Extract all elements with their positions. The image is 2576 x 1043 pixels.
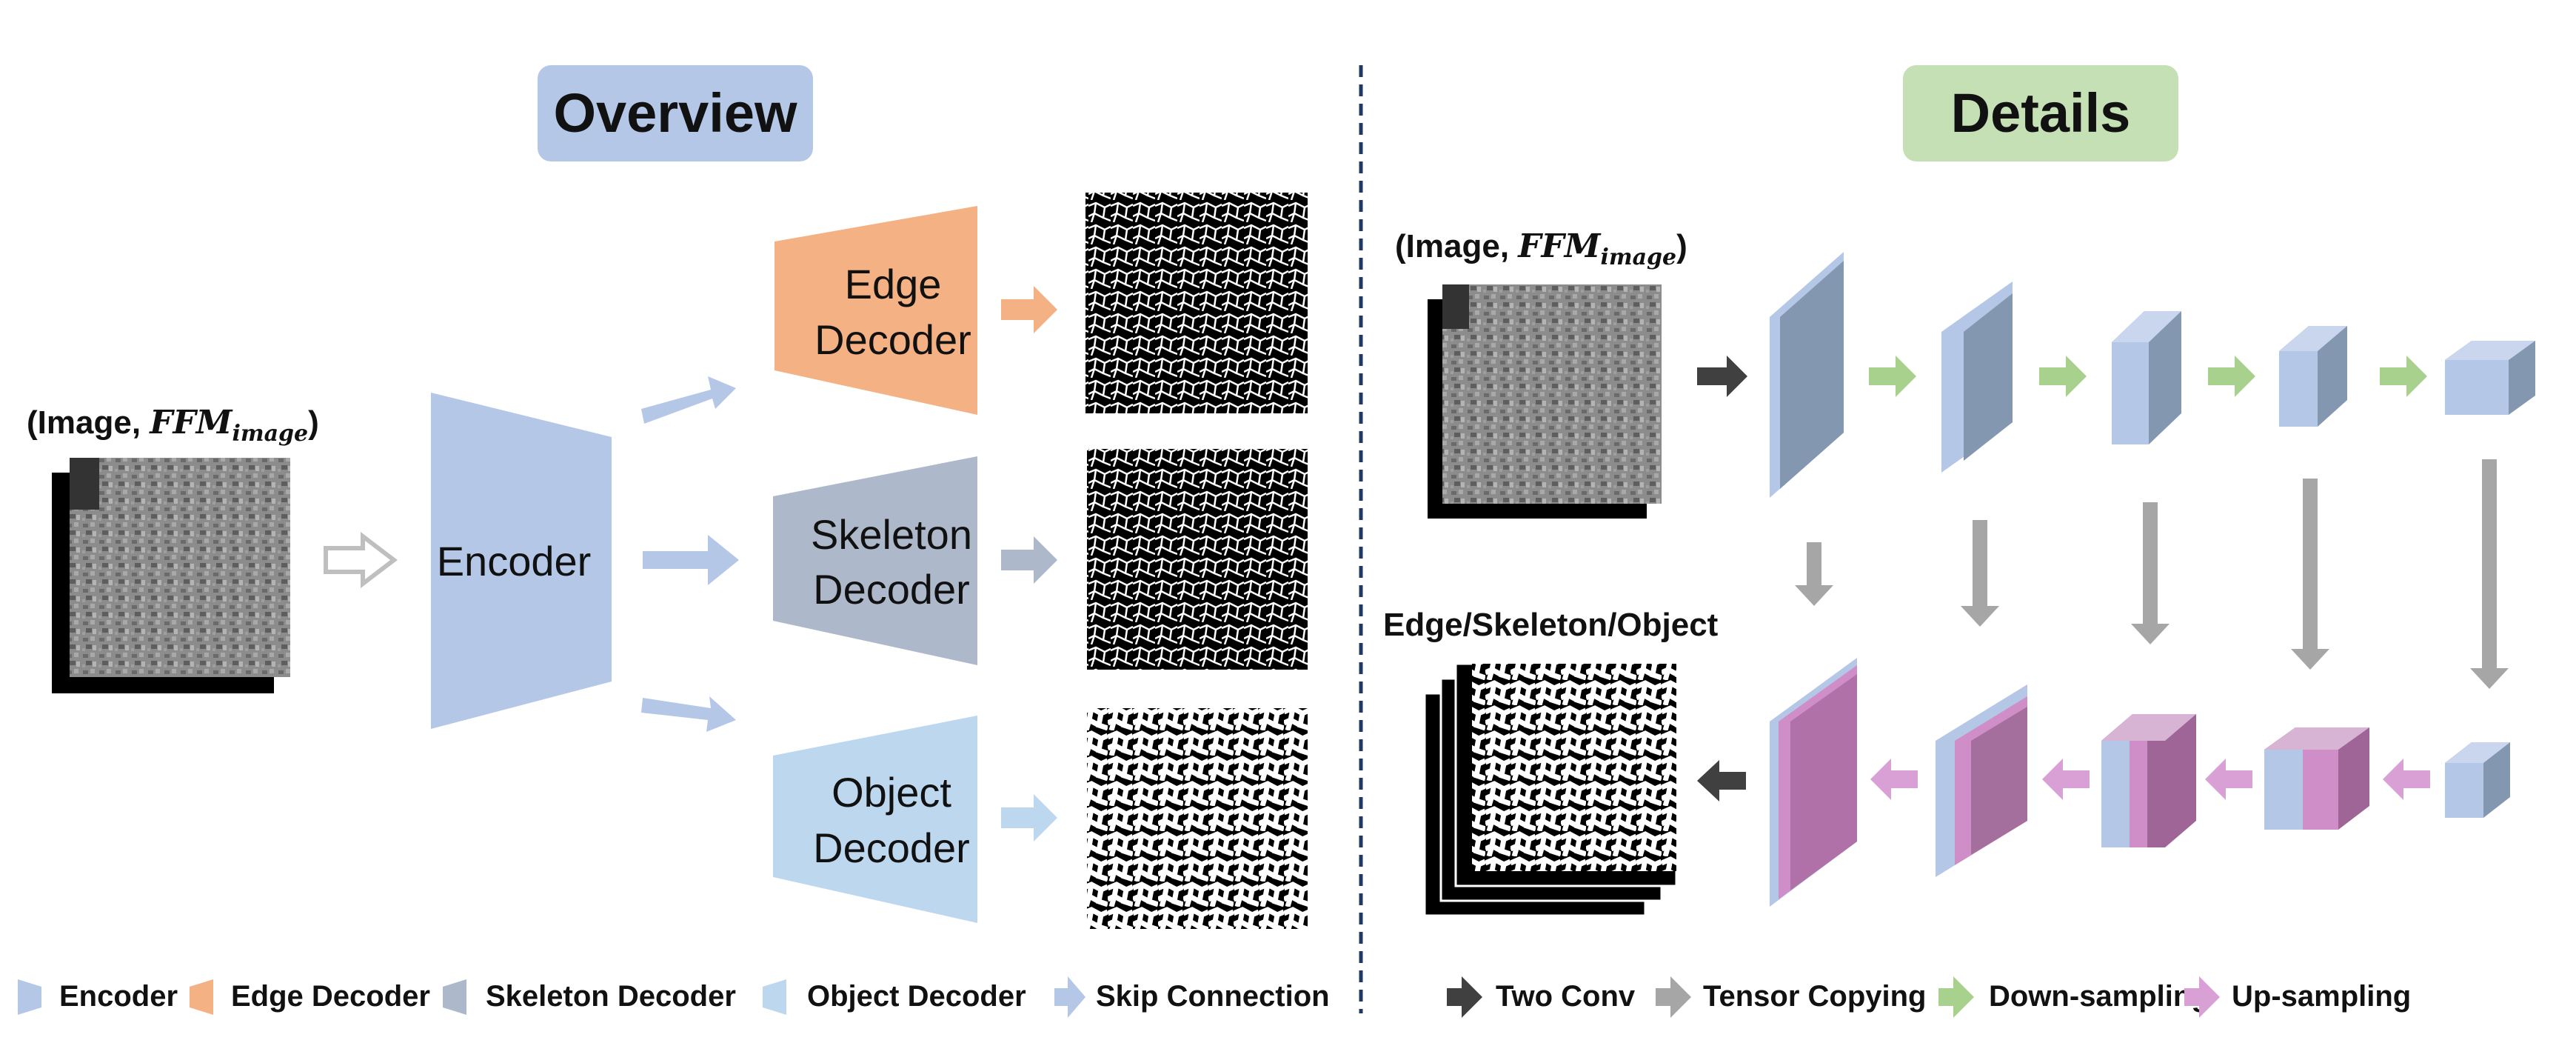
down-sampling-arrow (2208, 356, 2255, 397)
encoder-label: Encoder (437, 538, 592, 584)
up-sampling-arrow (2205, 759, 2252, 800)
tensor-copying-arrow (2291, 479, 2329, 670)
object-output-map (1087, 708, 1308, 929)
legend-right: Two Conv Tensor Copying Down-sampling Up… (1447, 976, 2411, 1018)
down-sampling-arrow (2039, 356, 2087, 397)
legend-label: Encoder (59, 980, 178, 1013)
edge-decoder-block (775, 206, 977, 415)
overview-input-label: (Image, FFMimage) (27, 404, 319, 447)
decoder-block-4 (2264, 727, 2369, 830)
two-conv-arrow (1447, 976, 1482, 1018)
tensor-copying-arrow (1656, 976, 1691, 1018)
skip-arrow-to-skeleton (643, 535, 739, 585)
encoder-block-1 (1770, 252, 1844, 498)
down-sampling-arrow (1869, 356, 1916, 397)
details-input-image-stack (1428, 284, 1662, 519)
two-conv-arrow-in (1697, 356, 1747, 397)
edge-decoder-swatch (190, 979, 213, 1015)
object-decoder-label: Decoder (813, 824, 970, 871)
encoder-block-3 (2112, 311, 2181, 444)
encoder-swatch (18, 979, 41, 1015)
edge-output-map (1085, 193, 1308, 413)
skip-connection-arrow (1054, 976, 1085, 1018)
legend-left: Encoder Edge Decoder Skeleton Decoder Ob… (18, 976, 1330, 1018)
object-output-arrow (1001, 794, 1057, 842)
edge-output-arrow (1001, 286, 1057, 333)
encoder-block-4 (2279, 326, 2347, 427)
tensor-copying-arrow (2470, 459, 2509, 689)
up-sampling-arrow (2383, 759, 2430, 800)
decoder-block-1 (1770, 658, 1857, 907)
legend-label: Edge Decoder (231, 980, 430, 1013)
legend-label: Skeleton Decoder (486, 980, 736, 1013)
up-sampling-arrow (2184, 976, 2220, 1018)
edge-decoder-label: Decoder (814, 316, 971, 363)
object-decoder-swatch (763, 979, 786, 1015)
encoder-block-2 (1941, 281, 2013, 473)
skeleton-output-arrow (1001, 536, 1057, 584)
legend-label: Down-sampling (1989, 980, 2209, 1013)
object-decoder-block (773, 716, 977, 923)
legend-label: Tensor Copying (1703, 980, 1926, 1013)
bottleneck-block-bottom (2445, 742, 2510, 818)
two-conv-arrow-out (1697, 760, 1746, 802)
skeleton-decoder-swatch (443, 979, 466, 1015)
tensor-copying-arrow (1795, 542, 1833, 606)
skeleton-decoder-label: Skeleton (811, 511, 972, 558)
tensor-copying-arrow (2131, 502, 2169, 644)
encoder-block (431, 393, 612, 729)
overview-title: Overview (553, 82, 797, 144)
bottleneck-block-top (2445, 341, 2535, 415)
overview-title-badge (538, 65, 813, 161)
down-sampling-arrow (1938, 976, 1974, 1018)
down-sampling-arrow (2380, 356, 2427, 397)
up-sampling-arrow (1870, 759, 1918, 800)
skeleton-decoder-block (773, 456, 977, 665)
decoder-block-3 (2101, 714, 2196, 847)
legend-label: Two Conv (1496, 980, 1636, 1013)
details-output-label: Edge/Skeleton/Object (1383, 607, 1719, 643)
details-title: Details (1951, 82, 2131, 144)
decoder-block-2 (1936, 684, 2027, 877)
details-panel: Details (Image, FFMimage) (1383, 65, 2535, 917)
edge-decoder-label: Edge (845, 261, 942, 307)
object-decoder-label: Object (832, 769, 951, 816)
legend-label: Skip Connection (1096, 980, 1330, 1013)
skeleton-decoder-label: Decoder (813, 566, 970, 613)
tensor-copying-arrow (1961, 520, 1999, 627)
details-output-map-stack (1423, 662, 1678, 917)
overview-panel: Overview (Image, FFMimage) Encoder Edge … (27, 65, 1308, 929)
skeleton-output-map (1087, 449, 1308, 670)
legend-label: Object Decoder (807, 980, 1026, 1013)
up-sampling-arrow (2042, 759, 2090, 800)
overview-input-image-stack (52, 458, 290, 693)
skip-arrow-to-object (641, 696, 736, 732)
details-input-label: (Image, FFMimage) (1395, 227, 1687, 270)
skip-arrow-to-edge (641, 376, 736, 424)
legend-label: Up-sampling (2232, 980, 2411, 1013)
details-title-badge (1903, 65, 2178, 161)
input-hollow-arrow (324, 531, 398, 589)
